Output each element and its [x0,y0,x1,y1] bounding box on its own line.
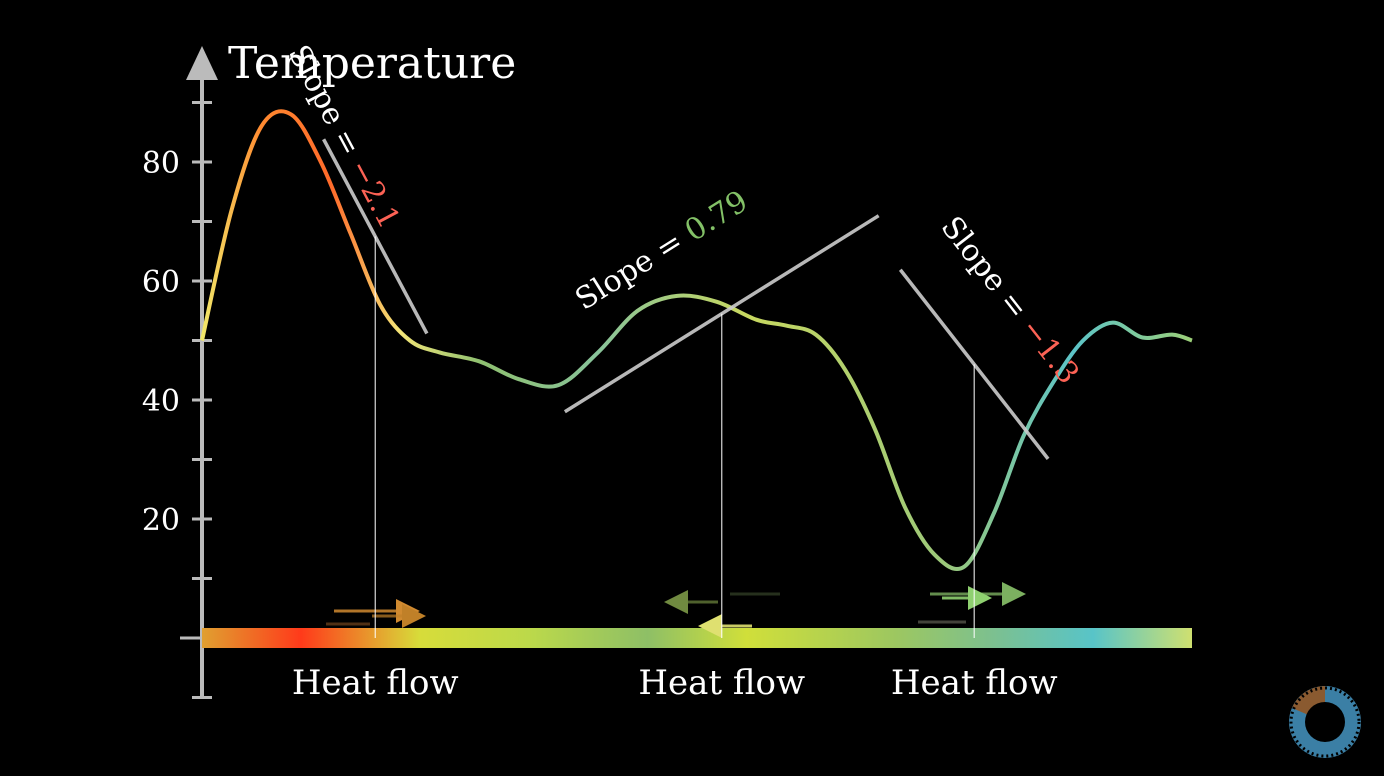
slope-value: 0.79 [679,184,754,249]
heat-flow-label: Heat flow [638,663,805,703]
heat-flow-label: Heat flow [891,663,1058,703]
caption-group: Heat flow Heat flow Heat flow [292,663,1058,703]
y-tick-label: 80 [142,146,180,181]
heat-bar [202,628,1192,648]
slope-label-text: Slope = [569,219,697,317]
y-axis: 20 40 60 80 Temperature [142,38,516,699]
heat-flow-label: Heat flow [292,663,459,703]
slope-label: Slope = −1.3 [934,210,1086,391]
y-axis-arrow-icon [186,46,218,80]
heat-flow-arrows [326,582,1026,638]
y-tick-label: 20 [142,503,180,538]
y-axis-title: Temperature [228,38,516,89]
channel-logo-icon [1289,686,1361,758]
y-tick-label: 60 [142,265,180,300]
slope-label-text: Slope = [934,210,1041,333]
y-tick-label: 40 [142,384,180,419]
